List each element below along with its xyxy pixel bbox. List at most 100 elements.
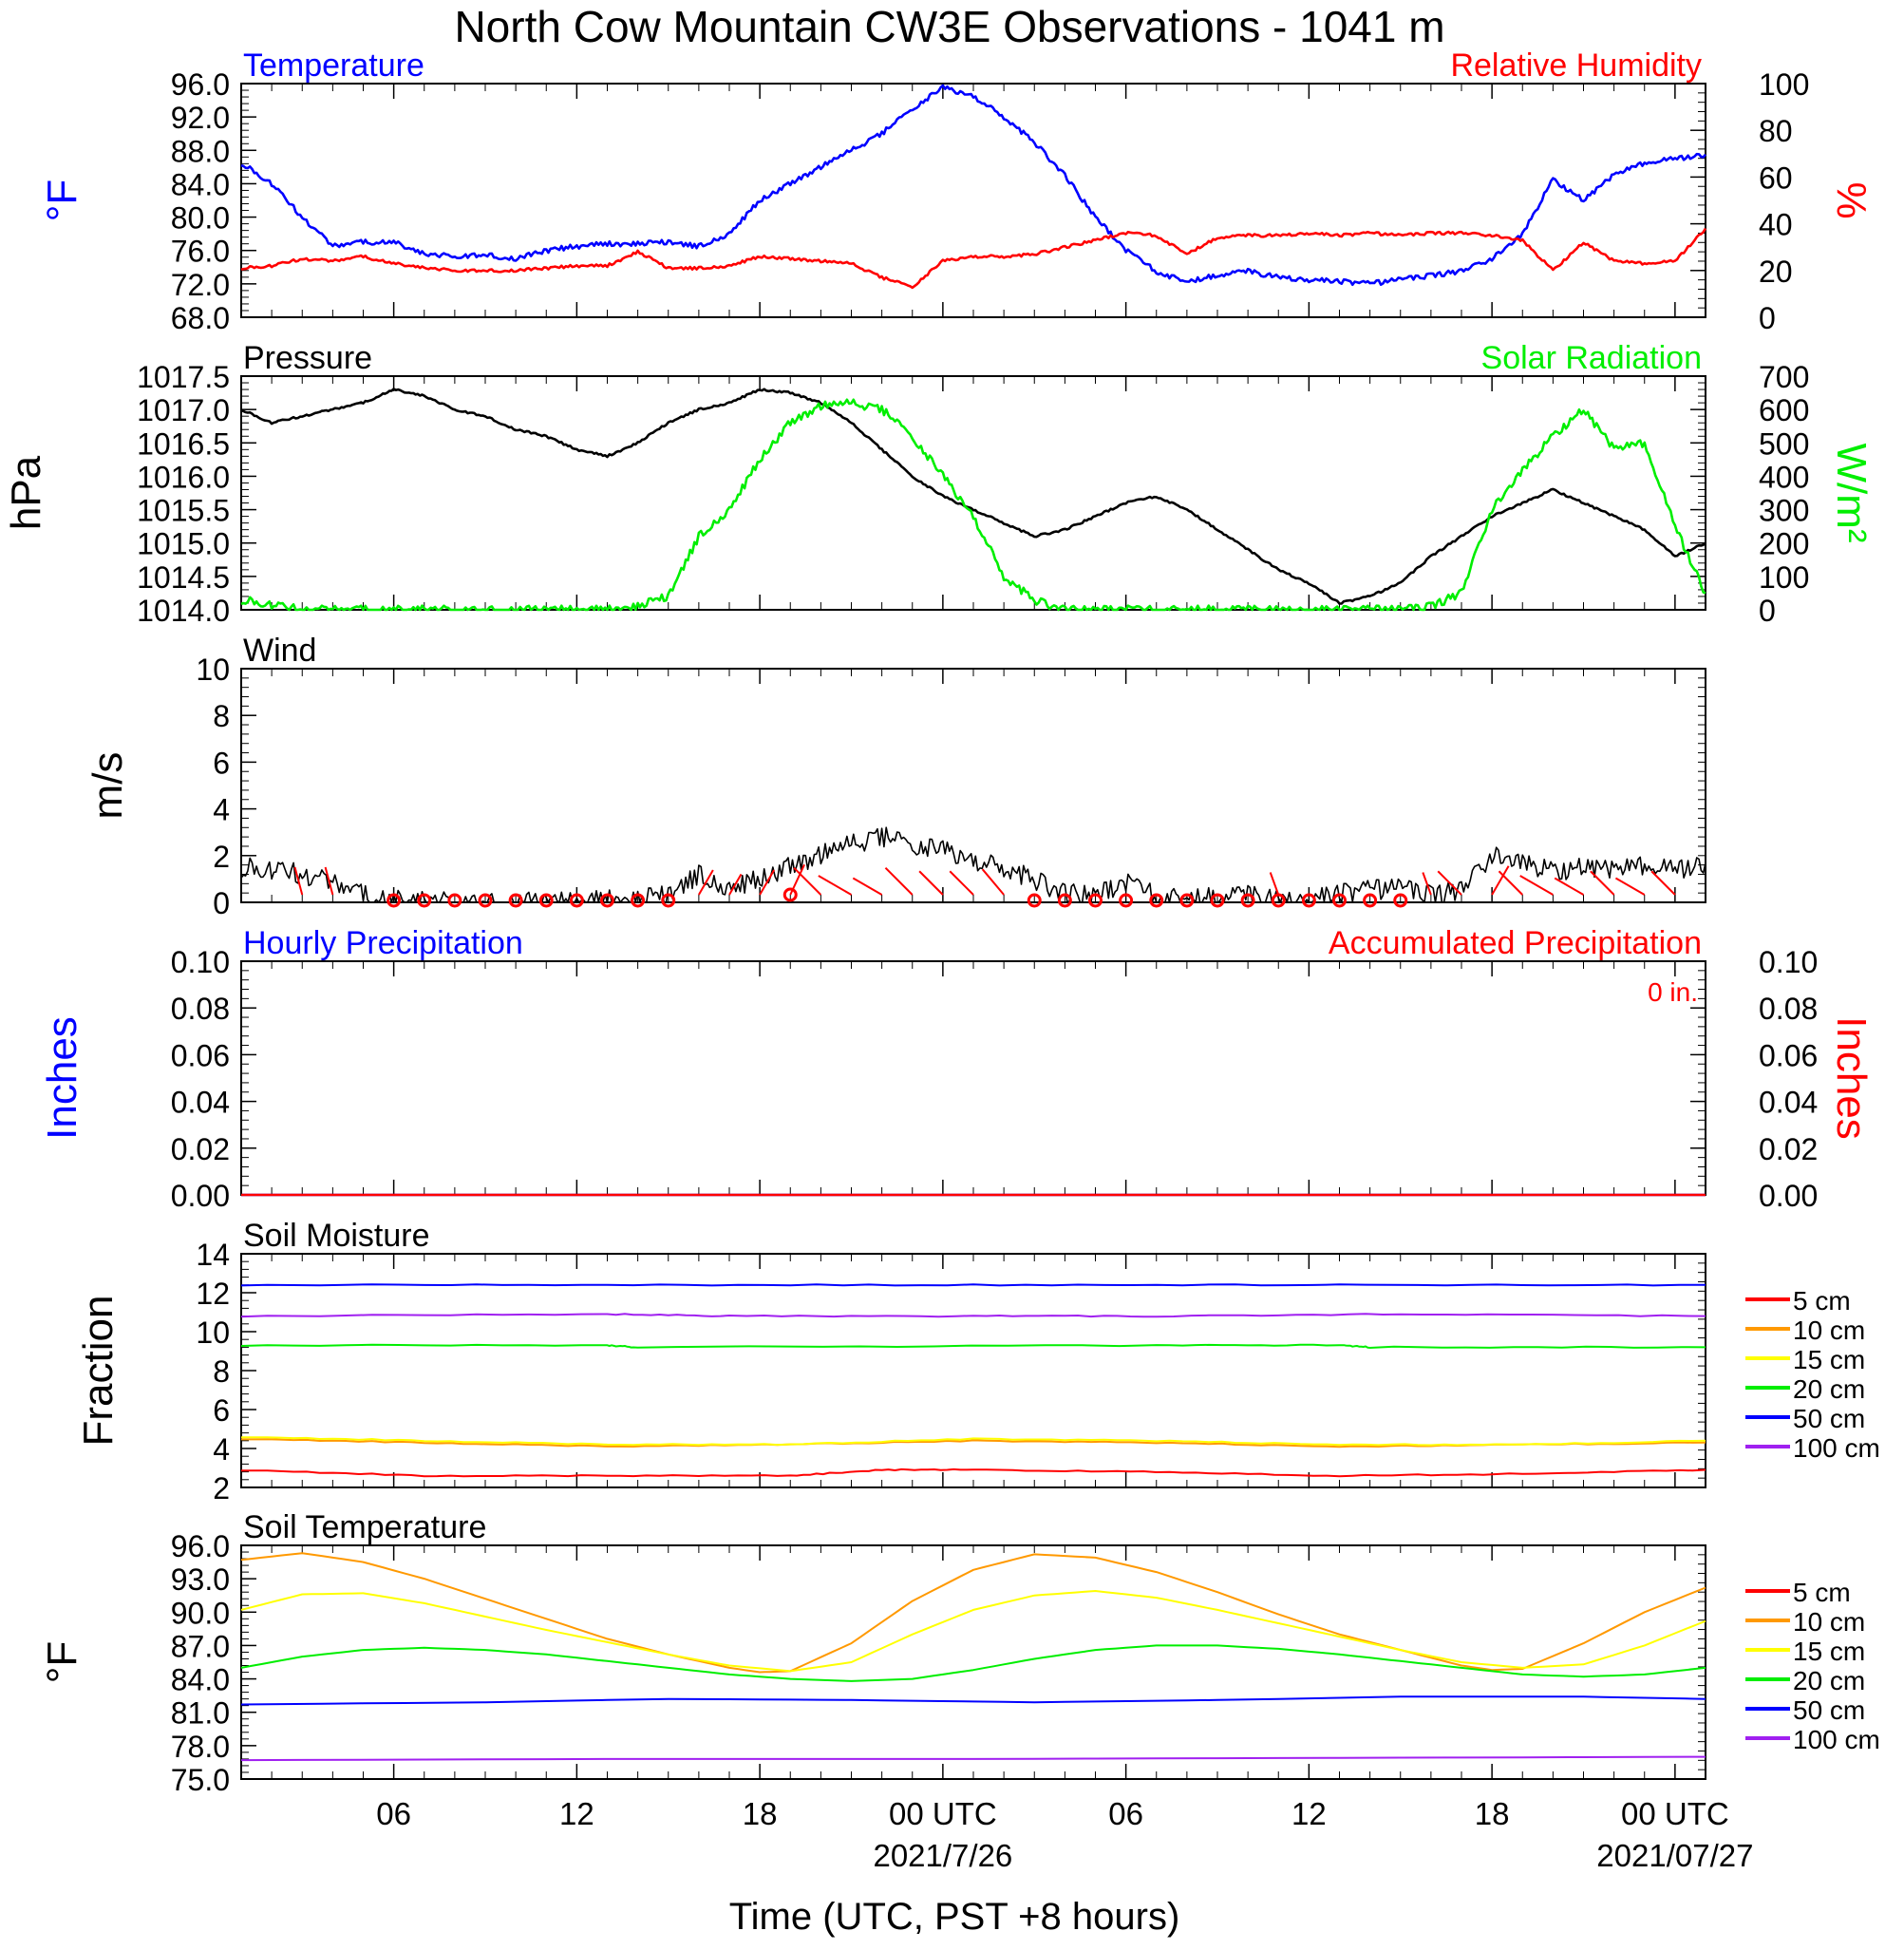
calm-wind-circle: [1119, 893, 1134, 908]
y-right-tick-label: 0.02: [1759, 1132, 1818, 1166]
series-line: [241, 1438, 1706, 1448]
panel-title-right: Relative Humidity: [1450, 47, 1702, 84]
calm-wind-circle: [1027, 893, 1042, 908]
x-tick-label: 18: [743, 1796, 778, 1831]
y-left-tick-label: 12: [196, 1277, 230, 1311]
wind-barb: [1590, 870, 1615, 896]
y-left-tick-label: 2: [213, 1471, 230, 1505]
x-tick-label: 12: [1291, 1796, 1327, 1831]
wind-barb: [852, 877, 883, 896]
panel-frame: [240, 1253, 1706, 1488]
x-date-label: 2021/07/27: [1596, 1838, 1753, 1873]
y-left-tick-label: 81.0: [171, 1696, 230, 1731]
wind-barb: [1437, 870, 1462, 896]
x-axis-label: Time (UTC, PST +8 hours): [729, 1896, 1180, 1938]
panel-title-left: Soil Moisture: [243, 1218, 430, 1254]
calm-wind-circle: [386, 893, 402, 908]
wind-barb: [884, 867, 914, 896]
panel-title-left: Temperature: [243, 47, 424, 84]
y-left-tick-label: 76.0: [171, 235, 230, 269]
series-line: [240, 1755, 1706, 1762]
y-left-tick-label: 0.02: [171, 1132, 230, 1166]
panel-frame: [240, 1544, 1706, 1780]
y-left-tick-label: 84.0: [171, 167, 230, 201]
calm-wind-circle: [569, 893, 584, 908]
y-right-tick-label: 0: [1759, 301, 1776, 335]
y-right-tick-label: 500: [1759, 426, 1809, 461]
legend-label: 100 cm: [1793, 1725, 1880, 1754]
wind-barb: [728, 873, 743, 896]
legend-label: 50 cm: [1793, 1404, 1865, 1433]
panel-pressure-solar: Pressure Solar Radiation hPa W/m² 1014.01014…: [3, 340, 1875, 628]
panel-title-right: Solar Radiation: [1481, 340, 1702, 376]
panel-frame: [240, 83, 1706, 318]
y-left-tick-label: 80.0: [171, 201, 230, 236]
calm-wind-circle: [631, 893, 646, 908]
wind-barb: [698, 869, 714, 896]
y-right-tick-label: 600: [1759, 393, 1809, 427]
y-right-tick-label: 40: [1759, 208, 1793, 242]
y-axis-label-left: °F: [39, 180, 85, 221]
y-left-tick-label: 68.0: [171, 301, 230, 335]
panel-soil-temperature: Soil Temperature °F 75.078.081.084.087.090…: [39, 1509, 1880, 1797]
wind-barb: [1491, 865, 1510, 896]
series-line: [240, 1283, 1706, 1287]
y-left-tick-label: 72.0: [171, 268, 230, 302]
calm-wind-circle: [1332, 893, 1347, 908]
x-tick-label: 18: [1475, 1796, 1510, 1831]
wind-barb: [1554, 877, 1584, 896]
legend-label: 10 cm: [1793, 1607, 1865, 1637]
y-left-tick-label: 6: [213, 746, 230, 780]
series-line: [240, 227, 1707, 290]
legend-label: 5 cm: [1793, 1578, 1851, 1607]
wind-barb: [981, 868, 1005, 896]
x-tick-label: 00 UTC: [1621, 1796, 1729, 1831]
y-left-tick-label: 4: [213, 1432, 230, 1467]
calm-wind-circle: [1240, 893, 1255, 908]
calm-wind-circle: [782, 887, 798, 902]
y-right-tick-label: 0.08: [1759, 992, 1818, 1026]
y-left-tick-label: 10: [196, 653, 230, 687]
y-left-tick-label: 1015.5: [137, 494, 230, 528]
y-left-tick-label: 4: [213, 793, 230, 827]
legend-label: 100 cm: [1793, 1433, 1880, 1463]
legend-label: 20 cm: [1793, 1374, 1865, 1404]
wind-barb: [1650, 870, 1676, 896]
y-axis-label-right: W/m²: [1828, 443, 1875, 542]
x-tick-label: 00 UTC: [889, 1796, 997, 1831]
wind-barb: [949, 870, 974, 896]
calm-wind-circle: [1393, 893, 1408, 908]
wind-barb: [759, 869, 775, 896]
series-line: [240, 1313, 1706, 1318]
wind-barb: [1519, 875, 1554, 896]
y-left-tick-label: 1017.0: [137, 393, 230, 427]
wind-barb: [1498, 870, 1523, 896]
wind-barb: [1614, 877, 1646, 896]
series-line: [240, 1552, 1706, 1674]
y-left-tick-label: 8: [213, 699, 230, 733]
calm-wind-circle: [1088, 893, 1103, 908]
calm-wind-circle: [1057, 893, 1072, 908]
panel-title-left: Soil Temperature: [243, 1509, 486, 1545]
y-right-tick-label: 0.04: [1759, 1086, 1818, 1120]
y-left-tick-label: 1014.0: [137, 594, 230, 628]
calm-wind-circle: [1301, 893, 1316, 908]
panel-precipitation: Hourly Precipitation Accumulated Precipit…: [39, 925, 1875, 1213]
wind-barb: [1269, 872, 1280, 896]
wind-barb: [793, 867, 822, 896]
y-axis-label-left: °F: [39, 1641, 85, 1683]
calm-wind-circle: [1363, 893, 1378, 908]
y-axis-label-left: m/s: [85, 752, 131, 820]
wind-barb: [1422, 872, 1432, 896]
legend-label: 10 cm: [1793, 1316, 1865, 1345]
x-tick-label: 06: [1108, 1796, 1143, 1831]
y-left-tick-label: 88.0: [171, 134, 230, 168]
y-left-tick-label: 2: [213, 840, 230, 874]
y-left-tick-label: 1014.5: [137, 560, 230, 595]
y-right-tick-label: 700: [1759, 360, 1809, 394]
y-left-tick-label: 0.00: [171, 1179, 230, 1213]
y-left-tick-label: 78.0: [171, 1730, 230, 1764]
y-left-tick-label: 0.06: [171, 1038, 230, 1072]
